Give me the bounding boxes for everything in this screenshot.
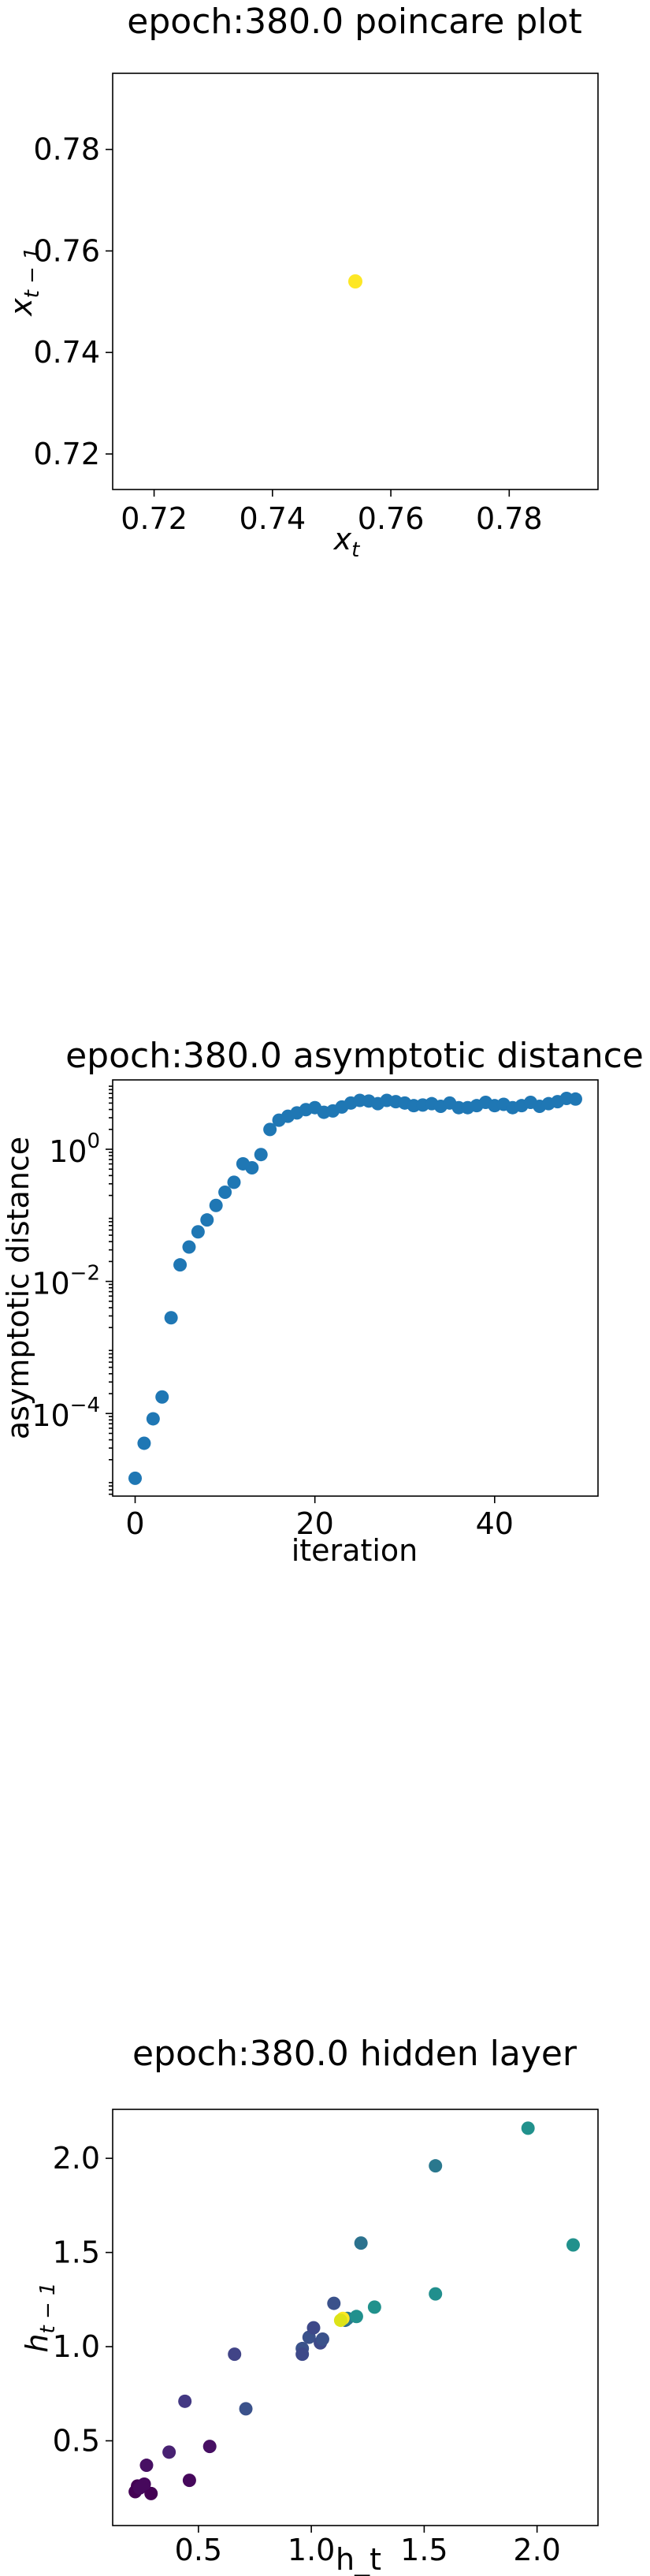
plot-frame [112,2109,599,2526]
data-point [146,1412,160,1426]
data-point [568,1092,582,1106]
y-tick-label: 1.5 [53,2235,100,2270]
y-axis-ticks: 0.72 0.74 0.76 0.78 [33,132,113,471]
data-point [139,2459,154,2473]
x-tick-label: 0.74 [240,501,306,536]
data-point [162,2445,176,2459]
y-axis-ticks: 10−4 10−2 100 [32,1085,113,1495]
data-point [429,2159,443,2173]
x-axis-ticks: 0.5 1.0 1.5 2.0 [175,2526,561,2567]
data-point [191,1225,205,1239]
data-point [200,1213,214,1227]
data-points [128,1091,582,1485]
y-axis-label: ht − 1 [20,2282,60,2352]
data-point [164,1311,178,1325]
data-point [182,1240,196,1254]
data-point [227,1175,241,1189]
y-tick-label: 10−2 [32,1262,100,1301]
y-tick-label: 10−4 [32,1394,100,1433]
y-tick-label: 0.78 [33,132,100,167]
data-point [155,1390,169,1404]
x-axis-ticks: 0 20 40 [125,1496,514,1541]
x-tick-label: 1.5 [400,2533,448,2567]
data-point [333,2314,347,2328]
data-point [209,1198,223,1212]
chart-title: epoch:380.0 hidden layer [132,2034,578,2074]
data-point [182,2474,196,2488]
data-point [306,2321,321,2335]
data-point [254,1148,268,1162]
data-point [239,2402,253,2416]
data-point [218,1185,232,1199]
x-tick-label: 0.76 [358,501,425,536]
data-point [349,2310,363,2324]
data-points [128,2121,580,2500]
x-axis-ticks: 0.72 0.74 0.76 0.78 [121,490,543,536]
x-tick-label: 0.72 [121,501,188,536]
y-tick-label: 100 [49,1130,100,1169]
data-points [348,274,362,288]
data-point [521,2121,535,2135]
data-point [137,1436,151,1450]
y-tick-label: 0.74 [33,335,100,370]
data-point [348,274,362,288]
y-axis-ticks: 0.5 1.0 1.5 2.0 [53,2141,113,2458]
x-tick-label: 2.0 [513,2533,560,2567]
data-point [263,1122,277,1137]
data-point [367,2300,381,2314]
data-point [178,2394,192,2408]
data-point [228,2347,242,2362]
y-axis-label: xt − 1 [4,247,44,317]
data-point [128,1471,143,1485]
data-point [173,1258,188,1272]
data-point [429,2287,443,2301]
x-tick-label: 20 [295,1506,333,1541]
chart-title: epoch:380.0 poincare plot [127,2,581,42]
asymptotic-distance-plot: epoch:380.0 asymptotic distance 0 20 40 10… [1,1036,644,1568]
x-tick-label: 40 [476,1506,514,1541]
data-point [137,2477,151,2491]
y-tick-label: 0.76 [33,233,100,268]
data-point [566,2238,580,2252]
plot-frame [112,1079,599,1497]
hidden-layer-plot: epoch:380.0 hidden layer 0.5 1.0 1.5 2.0 0.… [20,2034,599,2576]
data-point [202,2440,217,2454]
x-axis-label: xt [333,522,361,562]
data-point [327,2296,341,2310]
x-axis-label: h_t [336,2542,381,2576]
y-axis-label: asymptotic distance [1,1137,35,1439]
y-tick-label: 0.72 [33,437,100,471]
data-point [295,2347,310,2362]
y-tick-label: 0.5 [53,2423,100,2458]
data-point [245,1160,259,1174]
chart-title: epoch:380.0 asymptotic distance [65,1036,644,1076]
plot-frame [112,73,599,490]
data-point [354,2236,368,2250]
y-tick-label: 2.0 [53,2141,100,2176]
y-tick-label: 1.0 [53,2329,100,2364]
x-axis-label: iteration [292,1533,418,1568]
x-tick-label: 0.78 [476,501,543,536]
data-point [315,2332,329,2346]
x-tick-label: 1.0 [288,2533,335,2567]
data-point [144,2486,158,2500]
poincare-plot: epoch:380.0 poincare plot 0.72 0.74 0.76 0.… [4,2,599,562]
x-tick-label: 0 [125,1506,144,1541]
x-tick-label: 0.5 [175,2533,222,2567]
